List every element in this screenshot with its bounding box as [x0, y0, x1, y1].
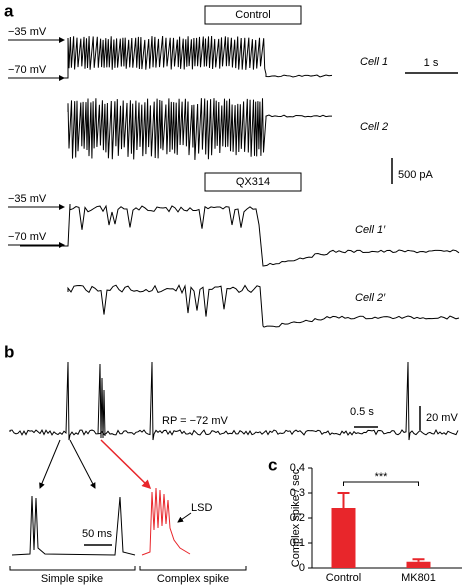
trace	[20, 203, 460, 267]
y-tick-label: 0.2	[290, 512, 305, 524]
y-tick-label: 0	[299, 562, 305, 574]
arrow	[69, 439, 96, 489]
arrow	[39, 439, 61, 489]
trace	[11, 495, 136, 556]
x-tick-label: MK801	[401, 572, 436, 584]
trace	[9, 361, 459, 441]
trace	[67, 284, 460, 328]
panel-label: b	[4, 342, 14, 361]
annotation: LSD	[191, 502, 212, 514]
box	[204, 172, 302, 192]
caption: Simple spike	[41, 573, 103, 585]
cell-label: Cell 1	[360, 56, 388, 68]
arrow	[177, 512, 192, 523]
panel-label: c	[268, 455, 277, 474]
bar-chart: 0 0.1 0.2 0.3 0.4 Control MK801 ***	[290, 462, 462, 584]
significance: ***	[375, 471, 389, 483]
trace	[141, 487, 191, 556]
bracket	[9, 566, 136, 571]
trace	[97, 363, 106, 439]
scale-label: 20 mV	[426, 412, 458, 424]
y-tick-label: 0.4	[290, 462, 305, 474]
resting-potential: RP = −72 mV	[162, 415, 228, 427]
y-tick-label: 0.1	[290, 537, 305, 549]
y-axis-label: Complex spike / sec	[290, 468, 302, 567]
scale-label: 1 s	[424, 57, 439, 69]
scale-label: 0.5 s	[350, 406, 374, 418]
trace	[20, 35, 333, 79]
bar	[406, 561, 431, 568]
bar	[331, 508, 356, 568]
condition: Control	[235, 9, 270, 21]
significance-bracket	[343, 481, 419, 486]
voltage-label: −35 mV	[8, 193, 47, 205]
x-tick-label: Control	[326, 572, 361, 584]
voltage-label: −70 mV	[8, 64, 47, 76]
caption: Complex spike	[157, 573, 229, 585]
box	[204, 5, 302, 25]
arrow	[100, 439, 152, 490]
cell-label: Cell 1′	[355, 224, 386, 236]
scale-label: 500 pA	[398, 169, 434, 181]
condition: QX314	[236, 176, 270, 188]
bracket	[139, 566, 247, 571]
scale-label: 50 ms	[82, 528, 112, 540]
voltage-label: −70 mV	[8, 231, 47, 243]
cell-label: Cell 2′	[355, 292, 386, 304]
trace	[67, 98, 333, 160]
cell-label: Cell 2	[360, 121, 388, 133]
voltage-label: −35 mV	[8, 26, 47, 38]
y-tick-label: 0.3	[290, 487, 305, 499]
panel-label: a	[4, 1, 14, 20]
traces	[9, 35, 460, 556]
